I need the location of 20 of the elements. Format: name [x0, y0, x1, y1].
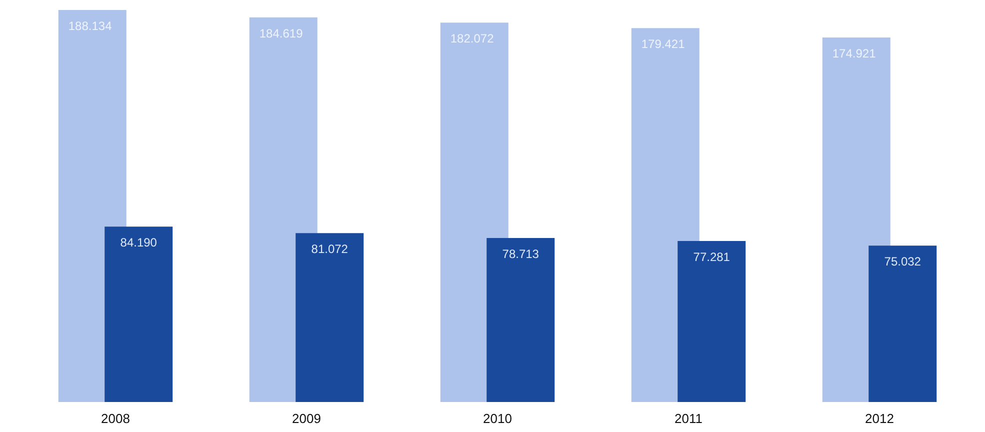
- bar: [104, 226, 173, 402]
- data-label: 188.134: [68, 19, 112, 33]
- bar: [296, 233, 364, 402]
- x-tick-label: 2012: [865, 411, 894, 426]
- data-label: 75.032: [884, 254, 922, 269]
- data-label: 184.619: [259, 26, 304, 40]
- data-label: 77.281: [693, 250, 730, 264]
- data-label: 174.921: [832, 46, 876, 61]
- data-label: 84.190: [120, 236, 158, 250]
- data-label: 182.072: [450, 32, 494, 46]
- bar: [678, 240, 746, 402]
- x-tick-label: 2009: [292, 411, 321, 426]
- x-tick-label: 2011: [674, 411, 702, 426]
- x-tick-label: 2010: [483, 411, 512, 426]
- data-label: 81.072: [311, 242, 348, 256]
- bar: [868, 246, 937, 402]
- data-label: 179.421: [641, 37, 686, 52]
- data-label: 78.713: [502, 246, 540, 261]
- bar: [486, 238, 555, 402]
- x-tick-label: 2008: [101, 411, 130, 426]
